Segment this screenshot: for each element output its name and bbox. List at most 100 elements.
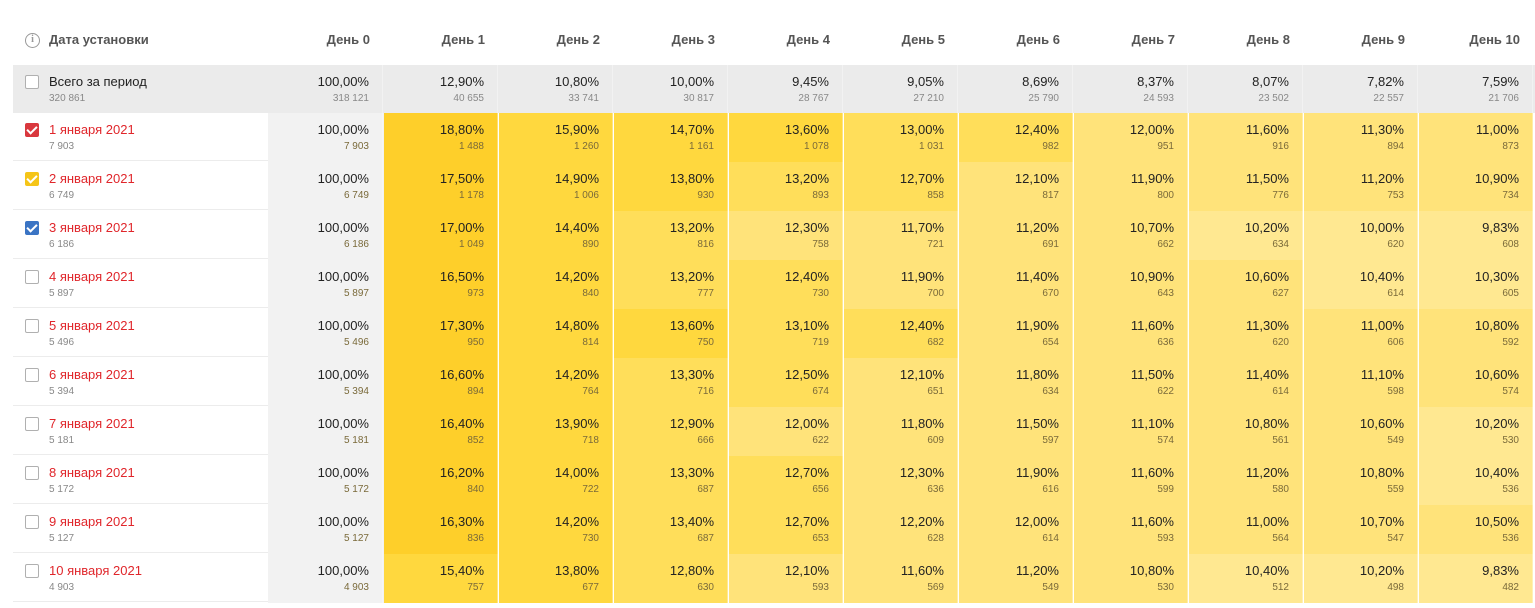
row-checkbox[interactable] (25, 221, 39, 235)
row-checkbox[interactable] (25, 515, 39, 529)
cell-day-4: 13,20% 893 (729, 162, 843, 211)
column-header-day-8[interactable]: День 8 (1246, 32, 1290, 47)
column-header-install-date[interactable]: Дата установки (49, 32, 149, 47)
column-header-day-7[interactable]: День 7 (1131, 32, 1175, 47)
cell-percent: 11,90% (1015, 465, 1059, 480)
cell-percent: 12,00% (784, 416, 829, 431)
cell-count: 627 (1272, 288, 1289, 299)
cell-count: 1 078 (803, 141, 829, 152)
cell-percent: 10,00% (1359, 220, 1404, 235)
cell-percent: 11,80% (1015, 367, 1059, 382)
cell-count: 893 (812, 190, 829, 201)
row-install-count: 5 181 (49, 435, 75, 446)
cell-count: 677 (582, 582, 599, 593)
cell-count: 24 593 (1143, 93, 1174, 104)
cell-percent: 14,20% (554, 269, 599, 284)
column-header-day-9[interactable]: День 9 (1361, 32, 1405, 47)
row-install-count: 4 903 (49, 582, 75, 593)
total-checkbox[interactable] (25, 75, 39, 89)
cell-percent: 13,80% (669, 171, 714, 186)
row-checkbox[interactable] (25, 417, 39, 431)
cell-day-2: 14,80% 814 (499, 309, 613, 358)
cell-percent: 100,00% (317, 220, 369, 235)
cell-percent: 12,10% (784, 563, 829, 578)
cell-day-4: 9,45% 28 767 (729, 65, 843, 114)
cell-percent: 13,60% (784, 122, 829, 137)
column-header-day-3[interactable]: День 3 (671, 32, 715, 47)
row-checkbox[interactable] (25, 270, 39, 284)
total-count: 320 861 (49, 93, 86, 104)
row-date-link[interactable]: 7 января 2021 (49, 416, 135, 431)
cell-count: 564 (1272, 533, 1289, 544)
cell-day-7: 8,37% 24 593 (1074, 65, 1188, 114)
row-date-link[interactable]: 8 января 2021 (49, 465, 135, 480)
column-header-day-10[interactable]: День 10 (1469, 32, 1520, 47)
cell-percent: 7,59% (1482, 74, 1519, 89)
cell-day-6: 11,20% 549 (959, 554, 1073, 603)
cell-percent: 11,40% (1245, 367, 1289, 382)
info-icon[interactable]: i (25, 33, 40, 48)
row-install-count: 5 394 (49, 386, 75, 397)
cell-day-8: 11,60% 916 (1189, 113, 1303, 162)
row-label-cell: 2 января 2021 6 749 (13, 162, 268, 210)
row-checkbox[interactable] (25, 123, 39, 137)
column-header-day-6[interactable]: День 6 (1016, 32, 1060, 47)
cell-day-7: 11,10% 574 (1074, 407, 1188, 456)
row-checkbox[interactable] (25, 368, 39, 382)
column-header-day-4[interactable]: День 4 (786, 32, 830, 47)
cell-count: 593 (1157, 533, 1174, 544)
cell-day-6: 11,80% 634 (959, 358, 1073, 407)
cell-percent: 10,20% (1359, 563, 1404, 578)
cell-day-4: 12,40% 730 (729, 260, 843, 309)
cell-count: 5 127 (343, 533, 369, 544)
cell-percent: 10,60% (1244, 269, 1289, 284)
row-date-link[interactable]: 1 января 2021 (49, 122, 135, 137)
cell-count: 750 (697, 337, 714, 348)
cell-day-8: 10,80% 561 (1189, 407, 1303, 456)
cell-count: 700 (927, 288, 944, 299)
cell-percent: 8,69% (1022, 74, 1059, 89)
row-checkbox[interactable] (25, 172, 39, 186)
cell-percent: 11,30% (1245, 318, 1289, 333)
row-date-link[interactable]: 5 января 2021 (49, 318, 135, 333)
column-header-day-2[interactable]: День 2 (556, 32, 600, 47)
row-date-link[interactable]: 2 января 2021 (49, 171, 135, 186)
cell-day-5: 11,90% 700 (844, 260, 958, 309)
cell-count: 547 (1387, 533, 1404, 544)
cell-day-5: 12,30% 636 (844, 456, 958, 505)
cell-count: 719 (812, 337, 829, 348)
cell-percent: 11,60% (1130, 514, 1174, 529)
cell-count: 614 (1387, 288, 1404, 299)
row-checkbox[interactable] (25, 319, 39, 333)
cell-count: 643 (1157, 288, 1174, 299)
cell-day-3: 13,80% 930 (614, 162, 728, 211)
cell-percent: 10,70% (1359, 514, 1404, 529)
cell-count: 634 (1042, 386, 1059, 397)
cell-percent: 11,00% (1360, 318, 1404, 333)
row-date-link[interactable]: 4 января 2021 (49, 269, 135, 284)
cell-day-0: 100,00% 5 172 (269, 456, 383, 505)
cell-count: 1 161 (688, 141, 714, 152)
row-date-link[interactable]: 3 января 2021 (49, 220, 135, 235)
row-date-link[interactable]: 9 января 2021 (49, 514, 135, 529)
column-header-day-0[interactable]: День 0 (326, 32, 370, 47)
cell-percent: 10,80% (1129, 563, 1174, 578)
cell-percent: 10,40% (1474, 465, 1519, 480)
row-checkbox[interactable] (25, 466, 39, 480)
cell-day-10: 10,50% 536 (1419, 505, 1533, 554)
cell-day-9: 11,20% 753 (1304, 162, 1418, 211)
day0-bg (268, 162, 384, 211)
day0-bg (268, 113, 384, 162)
row-checkbox[interactable] (25, 564, 39, 578)
cell-percent: 17,50% (439, 171, 484, 186)
column-header-day-1[interactable]: День 1 (441, 32, 485, 47)
cell-day-3: 13,20% 816 (614, 211, 728, 260)
row-date-link[interactable]: 10 января 2021 (49, 563, 142, 578)
cell-day-6: 12,10% 817 (959, 162, 1073, 211)
row-date-link[interactable]: 6 января 2021 (49, 367, 135, 382)
cell-count: 730 (582, 533, 599, 544)
cell-count: 1 049 (458, 239, 484, 250)
cell-day-1: 16,40% 852 (384, 407, 498, 456)
cell-count: 930 (697, 190, 714, 201)
column-header-day-5[interactable]: День 5 (901, 32, 945, 47)
